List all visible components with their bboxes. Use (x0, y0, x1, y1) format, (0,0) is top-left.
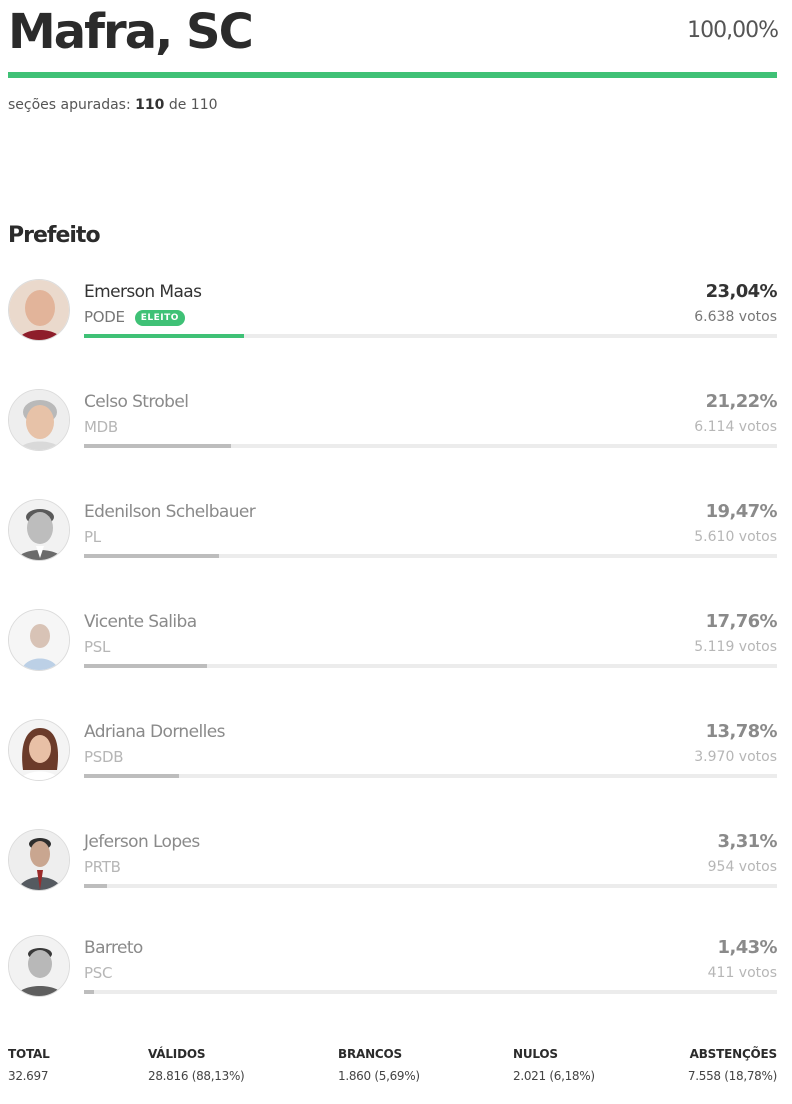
candidate-party: PSDB (84, 747, 124, 767)
candidate-photo (8, 499, 70, 561)
candidate-votes: 411 votos (707, 965, 777, 981)
candidate-row[interactable]: Emerson Maas PODE ELEITO 23,04% 6.638 vot… (8, 279, 778, 345)
party-label: PSL (84, 638, 111, 656)
candidate-party: MDB (84, 417, 118, 437)
candidate-percent: 19,47% (705, 501, 778, 522)
elected-badge: ELEITO (134, 310, 185, 326)
vote-share-fill (84, 334, 244, 338)
candidate-name: Celso Strobel (84, 392, 189, 412)
party-label: PODE (84, 308, 125, 326)
candidate-name: Emerson Maas (84, 282, 202, 302)
vote-share-fill (84, 444, 232, 448)
vote-share-bar (84, 990, 777, 994)
vote-share-fill (84, 664, 208, 668)
vote-share-fill (84, 884, 107, 888)
sections-prefix: seções apuradas: (8, 97, 131, 113)
candidate-photo (8, 279, 70, 341)
abstentions-value: 7.558 (18,78%) (687, 1069, 777, 1083)
candidate-percent: 3,31% (717, 831, 778, 852)
null-label: NULOS (513, 1047, 558, 1061)
candidate-votes: 6.638 votos (694, 309, 777, 325)
total-value: 32.697 (8, 1069, 49, 1083)
valid-votes: VÁLIDOS 28.816 (88,13%) (148, 1046, 245, 1084)
candidate-percent: 21,22% (705, 391, 778, 412)
candidate-row[interactable]: Edenilson Schelbauer PL 19,47% 5.610 vot… (8, 499, 778, 565)
candidate-votes: 6.114 votos (694, 419, 777, 435)
candidate-party: PODE ELEITO (84, 307, 185, 327)
candidate-percent: 1,43% (717, 937, 778, 958)
blank-value: 1.860 (5,69%) (338, 1069, 420, 1083)
candidate-photo (8, 829, 70, 891)
party-label: MDB (84, 418, 118, 436)
party-label: PRTB (84, 858, 121, 876)
abstentions-label: ABSTENÇÕES (689, 1047, 778, 1061)
vote-share-bar (84, 554, 777, 558)
candidate-photo (8, 389, 70, 451)
candidate-percent: 13,78% (705, 721, 778, 742)
candidate-row[interactable]: Jeferson Lopes PRTB 3,31% 954 votos (8, 829, 778, 895)
candidate-name: Vicente Saliba (84, 612, 197, 632)
total-votes: TOTAL 32.697 (8, 1046, 50, 1084)
candidate-name: Barreto (84, 938, 143, 958)
percent-counted: 100,00% (687, 18, 779, 43)
valid-label: VÁLIDOS (148, 1047, 206, 1061)
candidate-percent: 23,04% (705, 281, 778, 302)
vote-share-bar (84, 664, 777, 668)
candidate-votes: 954 votos (707, 859, 777, 875)
party-label: PSDB (84, 748, 124, 766)
counting-progress-fill (8, 72, 777, 78)
party-label: PL (84, 528, 101, 546)
candidate-row[interactable]: Barreto PSC 1,43% 411 votos (8, 935, 778, 1001)
totals-summary: TOTAL 32.697 VÁLIDOS 28.816 (88,13%) BRA… (8, 1046, 777, 1090)
candidate-name: Jeferson Lopes (84, 832, 200, 852)
vote-share-fill (84, 554, 219, 558)
abstentions: ABSTENÇÕES 7.558 (18,78%) (688, 1046, 777, 1084)
candidate-row[interactable]: Adriana Dornelles PSDB 13,78% 3.970 voto… (8, 719, 778, 785)
sections-done: 110 (135, 97, 165, 113)
sections-total: 110 (190, 97, 218, 113)
counting-progress-bar (8, 72, 777, 78)
party-label: PSC (84, 964, 113, 982)
vote-share-bar (84, 334, 777, 338)
null-votes: NULOS 2.021 (6,18%) (513, 1046, 595, 1084)
candidate-name: Adriana Dornelles (84, 722, 225, 742)
candidate-party: PRTB (84, 857, 121, 877)
sections-counted: seções apuradas: 110 de 110 (8, 96, 218, 114)
office-title: Prefeito (8, 223, 101, 248)
candidate-row[interactable]: Vicente Saliba PSL 17,76% 5.119 votos (8, 609, 778, 675)
candidate-row[interactable]: Celso Strobel MDB 21,22% 6.114 votos (8, 389, 778, 455)
vote-share-bar (84, 884, 777, 888)
vote-share-bar (84, 774, 777, 778)
vote-share-bar (84, 444, 777, 448)
null-value: 2.021 (6,18%) (513, 1069, 595, 1083)
candidate-photo (8, 719, 70, 781)
candidate-party: PSC (84, 963, 112, 983)
candidate-photo (8, 935, 70, 997)
city-title: Mafra, SC (8, 4, 254, 60)
candidate-party: PL (84, 527, 101, 547)
vote-share-fill (84, 774, 180, 778)
candidate-party: PSL (84, 637, 110, 657)
valid-value: 28.816 (88,13%) (148, 1069, 245, 1083)
candidate-votes: 5.610 votos (694, 529, 777, 545)
blank-votes: BRANCOS 1.860 (5,69%) (338, 1046, 420, 1084)
blank-label: BRANCOS (338, 1047, 402, 1061)
total-label: TOTAL (8, 1047, 50, 1061)
candidate-votes: 3.970 votos (694, 749, 777, 765)
sections-sep: de (168, 97, 187, 113)
candidate-percent: 17,76% (705, 611, 778, 632)
vote-share-fill (84, 990, 94, 994)
candidate-photo (8, 609, 70, 671)
candidate-name: Edenilson Schelbauer (84, 502, 256, 522)
candidate-votes: 5.119 votos (694, 639, 777, 655)
